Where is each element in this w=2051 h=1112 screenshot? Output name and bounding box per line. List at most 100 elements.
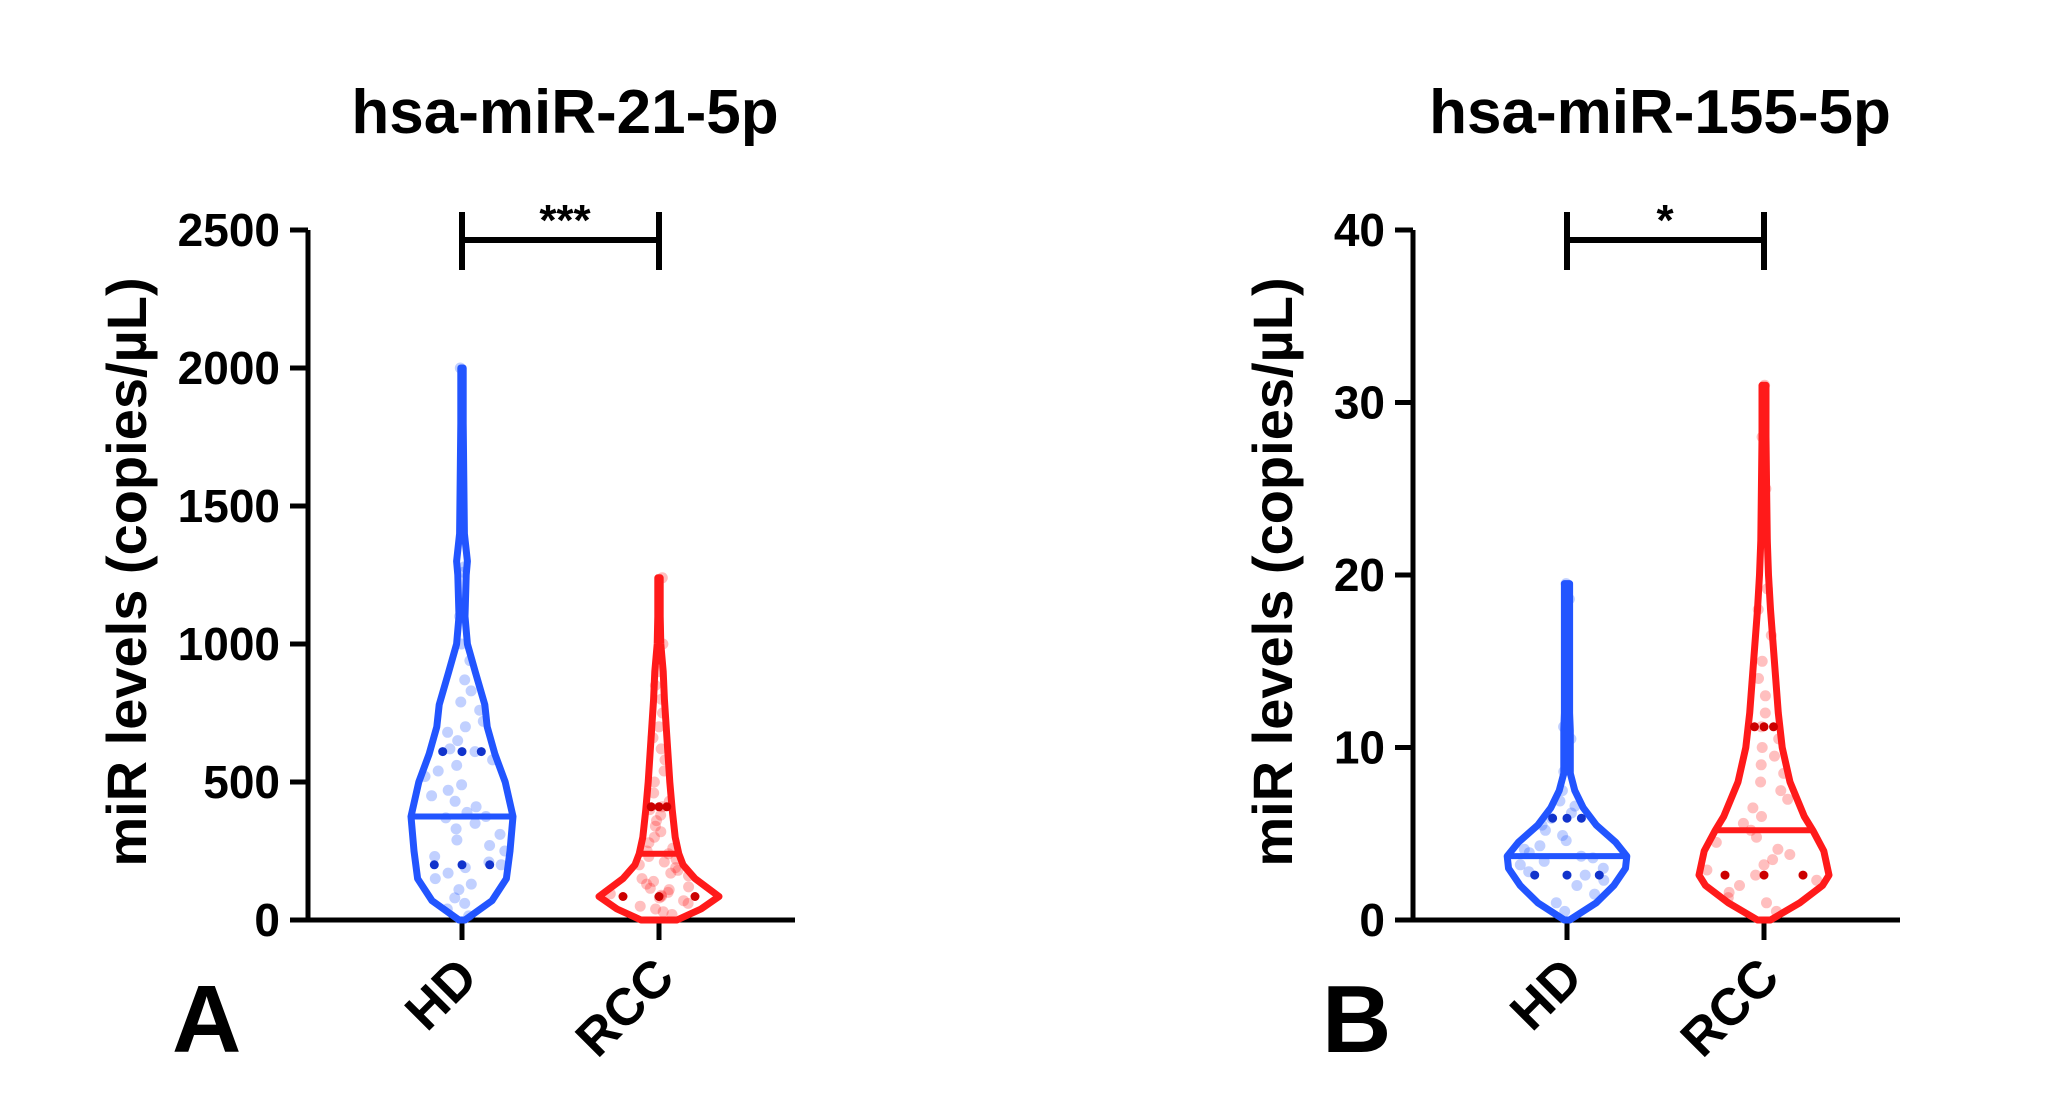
data-point: [465, 878, 477, 890]
quartile-point: [646, 802, 656, 812]
data-point: [655, 809, 667, 821]
data-point: [1756, 655, 1768, 667]
data-point: [643, 837, 655, 849]
panel-a-category-label-rcc: RCC: [565, 947, 686, 1068]
y-tick-label: 2500: [178, 204, 280, 256]
panel-b-title: hsa-miR-155-5p: [1429, 78, 1891, 147]
data-point: [1539, 824, 1551, 836]
data-point: [1560, 835, 1572, 847]
data-point: [650, 903, 662, 915]
panel-a-y-axis-label: miR levels (copies/µL): [95, 277, 158, 866]
data-point: [1750, 869, 1762, 881]
y-tick-label: 1500: [178, 480, 280, 532]
quartile-point: [438, 747, 448, 757]
data-point: [1811, 874, 1823, 886]
data-point: [1737, 817, 1749, 829]
data-point: [429, 873, 441, 885]
data-point: [672, 864, 684, 876]
y-tick-label: 500: [203, 756, 280, 808]
data-point: [1784, 849, 1796, 860]
data-point: [1751, 831, 1762, 843]
panel-a-category-label-hd: HD: [394, 947, 488, 1041]
data-point: [644, 882, 656, 894]
panel-b-category-label-hd: HD: [1499, 947, 1593, 1041]
violin-outline: [1503, 580, 1631, 924]
data-point: [641, 878, 653, 890]
data-point: [453, 884, 465, 896]
quartile-point: [654, 802, 664, 812]
data-point: [1782, 793, 1794, 805]
quartile-point: [476, 747, 486, 757]
data-point: [1756, 811, 1767, 822]
data-point: [1755, 776, 1767, 788]
data-point: [451, 834, 463, 846]
data-point: [470, 801, 482, 813]
panel-b-category-label-rcc: RCC: [1670, 947, 1791, 1068]
data-point: [1559, 905, 1571, 917]
panel-a-title: hsa-miR-21-5p: [351, 78, 778, 147]
violin-outline: [407, 364, 517, 924]
data-point: [442, 867, 454, 879]
y-tick-label: 20: [1334, 549, 1385, 601]
data-point: [662, 886, 674, 898]
data-point: [1772, 843, 1784, 855]
data-point: [1557, 830, 1569, 841]
data-point: [1759, 690, 1771, 702]
panel-b-label: B: [1322, 966, 1391, 1073]
data-point: [682, 897, 694, 909]
quartile-point: [1750, 722, 1759, 732]
quartile-point: [429, 860, 439, 870]
data-point: [1734, 880, 1745, 891]
data-point: [634, 900, 646, 912]
quartile-point: [457, 747, 467, 757]
y-tick-label: 40: [1334, 204, 1385, 256]
quartile-point: [618, 892, 628, 901]
data-point: [655, 743, 667, 755]
quartile-point: [1798, 870, 1808, 880]
data-point: [658, 856, 670, 868]
data-point: [450, 823, 462, 835]
data-point: [442, 784, 454, 796]
y-tick-label: 1000: [178, 618, 280, 670]
data-point: [1759, 707, 1771, 719]
data-point: [442, 726, 454, 738]
data-point: [456, 779, 468, 791]
data-point: [1534, 840, 1546, 852]
data-point: [1571, 880, 1583, 891]
data-point: [459, 721, 471, 733]
data-point: [670, 862, 682, 874]
violin-outline: [595, 574, 723, 924]
data-point: [655, 826, 667, 838]
data-point: [1518, 843, 1530, 855]
data-point: [449, 795, 461, 807]
data-point: [1775, 785, 1787, 797]
data-point: [459, 897, 471, 909]
data-point: [1761, 897, 1772, 909]
y-tick-label: 30: [1334, 377, 1385, 429]
quartile-point: [1576, 813, 1586, 823]
y-tick-label: 0: [1359, 894, 1385, 946]
data-point: [653, 721, 665, 733]
quartile-point: [1530, 870, 1540, 880]
panel-b: hsa-miR-155-5p miR levels (copies/µL) B …: [1241, 78, 1900, 1073]
data-point: [636, 873, 648, 885]
data-point: [495, 859, 507, 871]
quartile-point: [1594, 870, 1604, 880]
data-point: [665, 867, 677, 879]
data-point: [1756, 742, 1768, 753]
data-point: [649, 820, 661, 832]
data-point: [426, 790, 438, 802]
data-point: [657, 906, 669, 918]
data-point: [1755, 759, 1767, 771]
data-point: [1767, 854, 1779, 866]
quartile-point: [485, 860, 495, 870]
quartile-point: [1720, 870, 1730, 880]
panel-b-significance-label: *: [1656, 196, 1674, 245]
data-point: [648, 875, 659, 887]
y-tick-label: 2000: [178, 342, 280, 394]
data-point: [449, 892, 461, 904]
data-point: [451, 759, 463, 771]
data-point: [484, 840, 496, 851]
quartile-point: [1769, 722, 1778, 732]
